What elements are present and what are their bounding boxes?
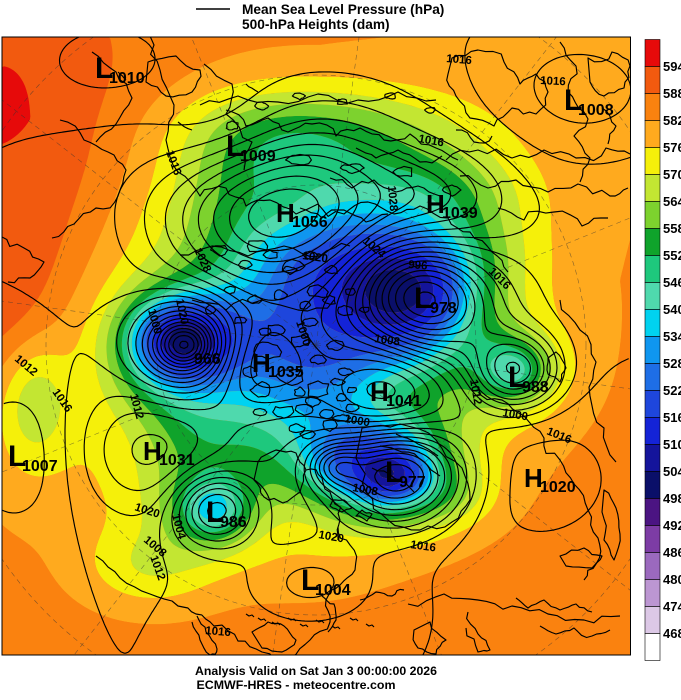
svg-text:Mean Sea Level Pressure (hPa): Mean Sea Level Pressure (hPa) bbox=[242, 2, 444, 17]
svg-text:1016: 1016 bbox=[446, 53, 473, 67]
svg-text:474: 474 bbox=[663, 599, 681, 614]
svg-text:1020: 1020 bbox=[317, 529, 344, 545]
svg-text:552: 552 bbox=[663, 248, 681, 263]
svg-text:480: 480 bbox=[663, 572, 681, 587]
svg-text:1056: 1056 bbox=[292, 214, 328, 231]
svg-text:1008: 1008 bbox=[578, 102, 614, 119]
svg-text:510: 510 bbox=[663, 437, 681, 452]
svg-text:594: 594 bbox=[663, 59, 681, 74]
svg-text:1020: 1020 bbox=[173, 298, 190, 326]
svg-text:1008: 1008 bbox=[374, 333, 402, 349]
svg-text:1007: 1007 bbox=[22, 458, 58, 475]
svg-text:1031: 1031 bbox=[159, 452, 195, 469]
svg-text:498: 498 bbox=[663, 491, 681, 506]
svg-text:H: H bbox=[143, 436, 162, 466]
svg-text:988: 988 bbox=[522, 379, 549, 396]
svg-text:L: L bbox=[206, 496, 224, 529]
svg-text:1004: 1004 bbox=[315, 582, 351, 599]
svg-text:1000: 1000 bbox=[343, 413, 370, 429]
svg-text:L: L bbox=[564, 84, 582, 117]
svg-text:582: 582 bbox=[663, 113, 681, 128]
svg-text:570: 570 bbox=[663, 167, 681, 182]
svg-text:1009: 1009 bbox=[240, 148, 276, 165]
svg-text:L: L bbox=[95, 52, 113, 85]
svg-text:1000: 1000 bbox=[501, 407, 528, 423]
svg-text:540: 540 bbox=[663, 302, 681, 317]
svg-text:H: H bbox=[276, 198, 295, 228]
svg-text:L: L bbox=[8, 440, 26, 473]
svg-text:H: H bbox=[426, 189, 445, 219]
svg-text:L: L bbox=[508, 361, 526, 394]
svg-text:558: 558 bbox=[663, 221, 681, 236]
svg-text:1010: 1010 bbox=[109, 70, 145, 87]
svg-text:492: 492 bbox=[663, 518, 681, 533]
svg-text:H: H bbox=[252, 348, 271, 378]
svg-text:516: 516 bbox=[663, 410, 681, 425]
svg-text:L: L bbox=[301, 564, 319, 597]
svg-text:L: L bbox=[414, 282, 432, 315]
svg-text:977: 977 bbox=[399, 474, 426, 491]
svg-text:986: 986 bbox=[220, 514, 247, 531]
svg-text:1016: 1016 bbox=[417, 133, 444, 149]
svg-text:ECMWF-HRES - meteocentre.com: ECMWF-HRES - meteocentre.com bbox=[197, 678, 396, 692]
svg-text:1016: 1016 bbox=[540, 75, 566, 88]
svg-text:576: 576 bbox=[663, 140, 681, 155]
svg-text:1008: 1008 bbox=[351, 482, 379, 498]
svg-text:1016: 1016 bbox=[410, 539, 437, 554]
svg-text:522: 522 bbox=[663, 383, 681, 398]
svg-text:L: L bbox=[226, 130, 244, 163]
svg-text:1020: 1020 bbox=[302, 250, 329, 265]
svg-text:966: 966 bbox=[194, 351, 221, 368]
svg-text:L: L bbox=[385, 456, 403, 489]
svg-text:Analysis Valid on Sat Jan 3 0: Analysis Valid on Sat Jan 3 00:00:00 202… bbox=[195, 664, 437, 678]
svg-text:1039: 1039 bbox=[442, 205, 478, 222]
svg-text:1020: 1020 bbox=[540, 479, 576, 496]
svg-text:588: 588 bbox=[663, 86, 681, 101]
svg-text:1035: 1035 bbox=[268, 364, 304, 381]
svg-text:996: 996 bbox=[408, 259, 428, 273]
svg-text:546: 546 bbox=[663, 275, 681, 290]
svg-text:H: H bbox=[524, 463, 543, 493]
svg-text:1012: 1012 bbox=[467, 378, 483, 405]
svg-text:468: 468 bbox=[663, 626, 681, 641]
svg-text:1016: 1016 bbox=[205, 625, 232, 639]
svg-text:504: 504 bbox=[663, 464, 681, 479]
svg-text:534: 534 bbox=[663, 329, 681, 344]
svg-text:978: 978 bbox=[430, 300, 457, 317]
svg-text:1041: 1041 bbox=[386, 393, 422, 410]
svg-text:564: 564 bbox=[663, 194, 681, 209]
svg-text:H: H bbox=[370, 377, 389, 407]
svg-text:486: 486 bbox=[663, 545, 681, 560]
svg-text:1028: 1028 bbox=[385, 185, 399, 212]
svg-text:528: 528 bbox=[663, 356, 681, 371]
svg-text:500-hPa Heights (dam): 500-hPa Heights (dam) bbox=[242, 17, 390, 32]
